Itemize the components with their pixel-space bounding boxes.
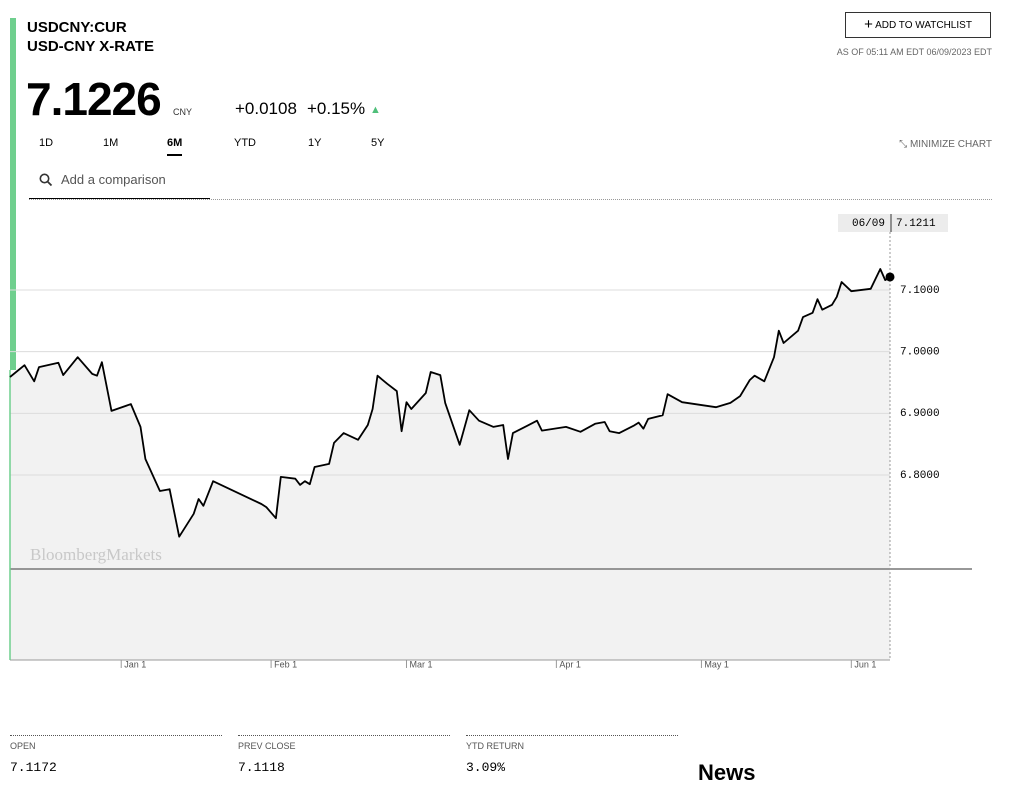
stat-value: 7.1172 [10, 760, 57, 775]
currency: CNY [173, 107, 193, 117]
x-tick-label: Feb 1 [274, 659, 297, 669]
x-tick-label: Apr 1 [559, 659, 581, 669]
range-tab[interactable]: 1Y [308, 137, 322, 149]
y-tick-label: 6.9000 [900, 408, 940, 420]
stat-rule [238, 735, 450, 736]
crosshair-date: 06/09 [852, 218, 885, 230]
accent-bar [10, 18, 16, 370]
ticker: USDCNY:CUR [27, 19, 127, 36]
minimize-label: MINIMIZE CHART [909, 139, 992, 150]
area-fill [10, 269, 890, 660]
stat-value: 7.1118 [238, 760, 285, 775]
stat-label: PREV CLOSE [238, 741, 296, 751]
chart: 6.8000 6.9000 7.0000 7.1000 BloombergMarkets… [9, 214, 972, 669]
x-tick-label: Jun 1 [854, 659, 876, 669]
y-tick-label: 7.0000 [900, 347, 940, 359]
timestamp: AS OF 05:11 AM EDT 06/09/2023 EDT [836, 47, 992, 57]
price: 7.1226 [26, 73, 162, 125]
x-tick-label: Mar 1 [409, 659, 432, 669]
watermark: BloombergMarkets [30, 545, 162, 564]
range-tab[interactable]: 1D [39, 137, 54, 149]
y-tick-label: 6.8000 [900, 470, 940, 482]
news-heading: News [698, 760, 756, 785]
search-box[interactable]: Add a comparison [29, 168, 210, 199]
crosshair-value: 7.1211 [896, 218, 936, 230]
y-tick-label: 7.1000 [900, 285, 940, 297]
range-tab[interactable]: 6M [167, 137, 183, 156]
minimize-icon: ⤡ [899, 139, 910, 150]
stat-value: 3.09% [466, 760, 506, 775]
instrument-name: USD-CNY X-RATE [27, 38, 154, 55]
stat-rule [466, 735, 678, 736]
range-tab[interactable]: YTD [234, 137, 256, 149]
up-arrow: ▲ [370, 104, 381, 116]
price-line [9, 268, 891, 538]
stat-rule [10, 735, 222, 736]
watchlist-button[interactable]: + ADD TO WATCHLIST [845, 12, 991, 38]
range-tab[interactable]: 5Y [371, 137, 385, 149]
search-icon [39, 173, 53, 187]
divider [29, 199, 992, 200]
stat-label: YTD RETURN [466, 741, 524, 751]
x-tick-label: May 1 [704, 659, 729, 669]
minimize-chart[interactable]: ⤡ MINIMIZE CHART [899, 139, 992, 150]
search-placeholder: Add a comparison [61, 172, 166, 187]
stat-label: OPEN [10, 741, 36, 751]
crosshair-box [838, 214, 948, 232]
range-tab[interactable]: 1M [103, 137, 119, 149]
price-change: +0.0108 [235, 99, 297, 118]
watchlist-label: ADD TO WATCHLIST [875, 20, 972, 31]
price-change-pct: +0.15% [307, 99, 366, 118]
x-tick-label: Jan 1 [124, 659, 146, 669]
plus-icon: + [864, 16, 873, 33]
last-point [885, 272, 895, 282]
